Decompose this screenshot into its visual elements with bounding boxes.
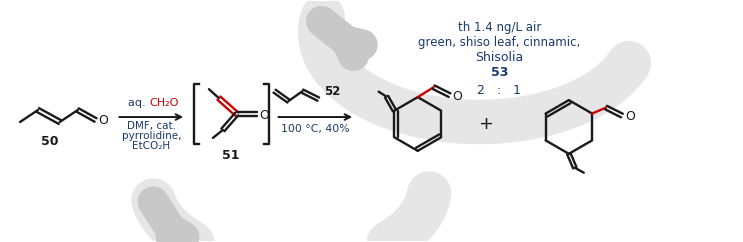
Text: aq.: aq.	[128, 98, 149, 108]
Text: CH₂O: CH₂O	[149, 98, 178, 108]
Text: O: O	[99, 114, 108, 128]
Text: EtCO₂H: EtCO₂H	[132, 141, 170, 151]
Text: 2   :   1: 2 : 1	[477, 84, 522, 97]
Text: +: +	[478, 115, 493, 133]
Text: O: O	[259, 108, 270, 121]
Text: th 1.4 ng/L air: th 1.4 ng/L air	[458, 21, 541, 34]
Text: 100 °C, 40%: 100 °C, 40%	[281, 124, 350, 134]
Text: Shisolia: Shisolia	[475, 51, 523, 64]
Text: 52: 52	[324, 85, 340, 98]
Text: 51: 51	[222, 149, 239, 162]
Text: pyrrolidine,: pyrrolidine,	[122, 131, 181, 141]
Text: O: O	[625, 110, 635, 123]
Text: 50: 50	[41, 135, 59, 148]
Text: O: O	[452, 90, 462, 103]
Text: green, shiso leaf, cinnamic,: green, shiso leaf, cinnamic,	[418, 36, 580, 49]
Text: 53: 53	[490, 66, 508, 79]
Text: DMF, cat.: DMF, cat.	[127, 121, 176, 131]
